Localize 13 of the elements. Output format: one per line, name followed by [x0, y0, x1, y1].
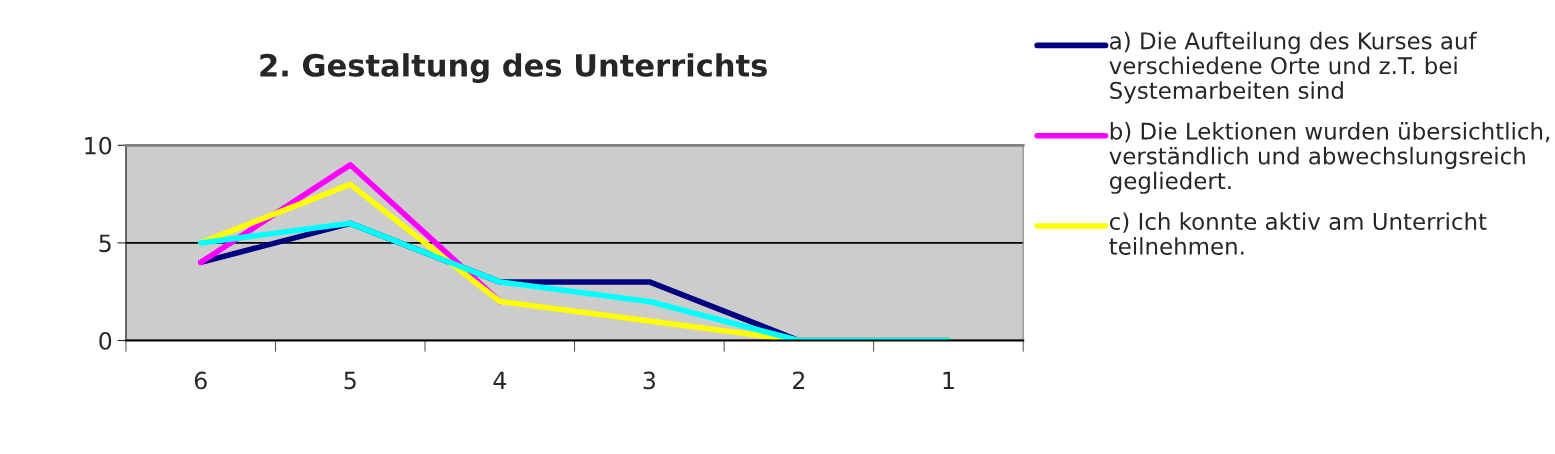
x-tick-label: 4: [493, 371, 506, 389]
x-tick-label: 6: [194, 371, 207, 390]
x-tick-label: 1: [943, 371, 954, 389]
x-tick-label: 5: [344, 371, 356, 390]
y-tick-label: 10: [85, 136, 112, 155]
legend-label: c) Ich konnte aktiv am Unterricht teilnehmen.: [1109, 212, 1487, 255]
x-tick-label: 2: [793, 371, 805, 389]
y-tick-label: 0: [99, 331, 112, 350]
chart-title: 2. Gestaltung des Unterrichts: [260, 53, 767, 84]
legend-label: b) Die Lektionen wurden übersichtlich, verständlich und abwechslungsreich gegliedert.: [1109, 122, 1550, 194]
y-tick-label: 5: [99, 234, 111, 253]
x-tick-label: 3: [643, 371, 655, 390]
legend-label: a) Die Aufteilung des Kurses auf verschiedene Orte und z.T. bei Systemarbeiten sind: [1109, 31, 1477, 104]
